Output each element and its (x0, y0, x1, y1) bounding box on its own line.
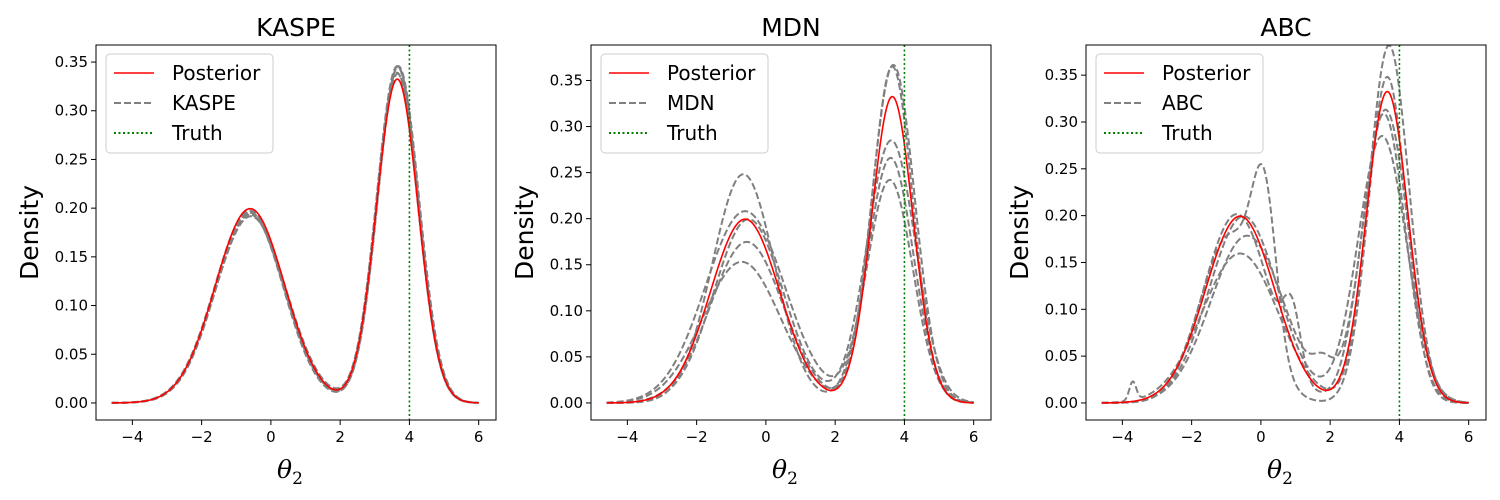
legend: Posterior ABC Truth (1095, 53, 1264, 154)
y-axis-label: Density (15, 185, 44, 280)
x-tick-label: 4 (1395, 428, 1405, 446)
legend-label-kaspe: KASPE (172, 91, 236, 115)
x-axis-label-symbol: θ (772, 455, 787, 484)
plot-frame (1085, 44, 1487, 421)
y-tick-label: 0.20 (55, 199, 88, 217)
x-tick-label: −4 (616, 428, 638, 446)
x-tick-label: 6 (474, 428, 484, 446)
chart-title: ABC (1260, 13, 1311, 42)
x-axis-label: θ2 (277, 455, 303, 489)
legend-box (1095, 53, 1264, 154)
posterior-line (111, 78, 479, 404)
legend-label-mdn: MDN (667, 91, 715, 115)
y-tick-label: 0.30 (550, 118, 583, 136)
curves (606, 45, 974, 420)
legend-label-abc: ABC (1162, 91, 1203, 115)
legend: Posterior KASPE Truth (105, 53, 274, 154)
posterior-line (1101, 90, 1469, 404)
x-tick-label: 0 (266, 428, 276, 446)
series-line-5 (1101, 45, 1469, 404)
panel-kaspe: KASPE −4 −2 0 2 4 6 0.00 0.05 0.10 0.15 0.20 0.25 0.3… (15, 13, 497, 489)
x-axis-label-subscript: 2 (292, 469, 303, 489)
chart-title: MDN (761, 13, 821, 42)
plot-frame (590, 44, 992, 421)
x-tick-label: 0 (761, 428, 771, 446)
x-tick-label: −2 (1181, 428, 1203, 446)
legend-label-truth: Truth (666, 121, 718, 145)
series-line-4 (606, 139, 974, 404)
chart-title: KASPE (256, 13, 336, 42)
y-tick-label: 0.00 (550, 394, 583, 412)
y-tick-label: 0.20 (1045, 207, 1078, 225)
legend-label-truth: Truth (1161, 121, 1213, 145)
y-tick-label: 0.00 (1045, 394, 1078, 412)
x-tick-label: −2 (191, 428, 213, 446)
x-tick-label: 2 (1325, 428, 1335, 446)
x-axis-label-symbol: θ (277, 455, 292, 484)
y-tick-label: 0.30 (55, 102, 88, 120)
y-tick-label: 0.05 (1045, 347, 1078, 365)
legend-label-posterior: Posterior (172, 61, 261, 85)
x-axis-label-subscript: 2 (787, 469, 798, 489)
x-tick-label: 6 (969, 428, 979, 446)
y-tick-label: 0.05 (55, 345, 88, 363)
legend-label-posterior: Posterior (667, 61, 756, 85)
y-tick-label: 0.15 (55, 248, 88, 266)
panel-abc: ABC −4 −2 0 2 4 6 0.00 0.05 0.10 0.15 0.20 0.25 0.30 0… (1005, 13, 1487, 489)
x-tick-label: 2 (335, 428, 345, 446)
series-line-3 (606, 63, 974, 404)
panel-mdn: MDN −4 −2 0 2 4 6 0.00 0.05 0.10 0.15 0.20 0.25 0.30 0… (510, 13, 992, 489)
x-tick-label: −4 (1111, 428, 1133, 446)
y-tick-label: 0.10 (1045, 300, 1078, 318)
legend: Posterior MDN Truth (600, 53, 769, 154)
legend-label-posterior: Posterior (1162, 61, 1251, 85)
y-tick-label: 0.10 (55, 297, 88, 315)
series-line-1 (606, 156, 974, 404)
x-axis-label-subscript: 2 (1282, 469, 1293, 489)
x-axis-label: θ2 (772, 455, 798, 489)
series-line-5 (111, 65, 479, 404)
posterior-line (606, 95, 974, 404)
x-tick-label: 0 (1256, 428, 1266, 446)
x-tick-label: 2 (830, 428, 840, 446)
y-tick-label: 0.30 (1045, 113, 1078, 131)
y-tick-label: 0.25 (1045, 160, 1078, 178)
curves (111, 45, 479, 420)
x-tick-label: −2 (686, 428, 708, 446)
x-axis-label: θ2 (1267, 455, 1293, 489)
y-tick-label: 0.10 (550, 302, 583, 320)
curves (1101, 45, 1469, 420)
x-tick-label: 4 (405, 428, 415, 446)
y-tick-label: 0.15 (550, 256, 583, 274)
legend-label-truth: Truth (171, 121, 223, 145)
series-line-2 (1101, 108, 1469, 404)
series-line-4 (1101, 135, 1469, 404)
x-axis-label-symbol: θ (1267, 455, 1282, 484)
x-tick-label: −4 (121, 428, 143, 446)
y-tick-label: 0.20 (550, 210, 583, 228)
plot-frame (95, 44, 497, 421)
y-axis-label: Density (510, 185, 539, 280)
y-axis-label: Density (1005, 185, 1034, 280)
y-tick-label: 0.35 (550, 71, 583, 89)
y-tick-label: 0.05 (550, 348, 583, 366)
y-tick-label: 0.15 (1045, 253, 1078, 271)
y-tick-label: 0.25 (550, 164, 583, 182)
x-tick-label: 6 (1464, 428, 1474, 446)
y-tick-label: 0.25 (55, 150, 88, 168)
legend-box (105, 53, 274, 154)
y-tick-label: 0.35 (1045, 66, 1078, 84)
series-line-5 (606, 178, 974, 404)
y-tick-label: 0.00 (55, 394, 88, 412)
legend-box (600, 53, 769, 154)
x-tick-label: 4 (900, 428, 910, 446)
y-tick-label: 0.35 (55, 53, 88, 71)
